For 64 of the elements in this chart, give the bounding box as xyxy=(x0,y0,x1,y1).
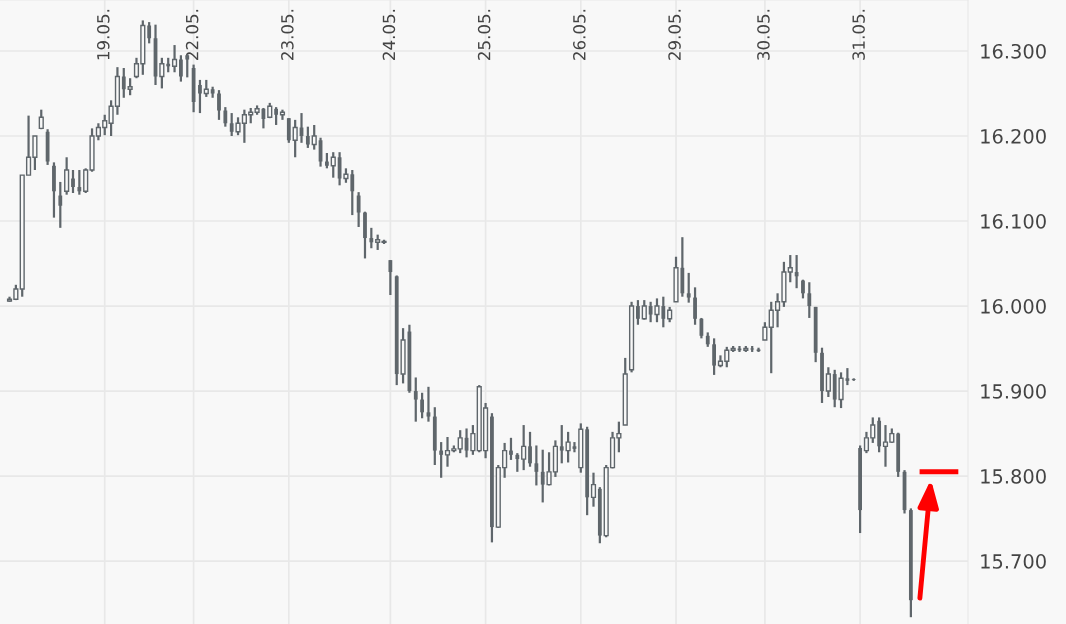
candlestick xyxy=(369,226,374,250)
candlestick xyxy=(457,429,463,455)
candlestick xyxy=(693,286,697,326)
candlestick xyxy=(198,78,202,115)
candlestick xyxy=(77,168,82,196)
candlestick xyxy=(311,123,317,151)
candlestick xyxy=(363,210,367,260)
candlestick xyxy=(439,440,444,479)
candlestick xyxy=(528,430,532,468)
y-tick-label: 16.100 xyxy=(981,213,1046,229)
candlestick xyxy=(636,298,640,326)
candlestick xyxy=(159,56,165,90)
candlestick xyxy=(509,436,513,462)
candlestick xyxy=(590,471,597,508)
y-tick-label: 16.300 xyxy=(981,43,1046,59)
candlestick xyxy=(217,89,221,121)
candlestick xyxy=(470,423,476,456)
candlestick xyxy=(559,423,564,465)
candlestick xyxy=(794,253,799,290)
candlestick xyxy=(534,444,539,487)
candlestick xyxy=(521,423,527,472)
candlestick xyxy=(330,151,336,179)
candlestick xyxy=(515,452,520,473)
y-tick-label: 15.700 xyxy=(981,554,1046,569)
candlestick xyxy=(223,106,228,128)
x-tick-label: 22.05. xyxy=(185,9,199,60)
candlestick xyxy=(71,168,75,195)
x-tick-label: 30.05. xyxy=(757,9,770,60)
candlestick xyxy=(820,346,824,405)
x-tick-label: 31.05. xyxy=(852,9,865,60)
candlestick xyxy=(52,161,56,219)
candlestick xyxy=(641,298,647,321)
candlestick xyxy=(807,281,812,320)
candlestick xyxy=(572,440,577,454)
candlestick xyxy=(712,337,716,377)
x-tick-label: 24.05. xyxy=(382,9,396,60)
y-tick-label: 16.200 xyxy=(981,128,1046,144)
y-tick-label: 15.900 xyxy=(981,384,1046,399)
candlestick xyxy=(420,391,425,420)
candlestick xyxy=(179,54,183,83)
candlestick xyxy=(147,20,152,45)
x-tick-label: 29.05. xyxy=(668,9,681,60)
candlestick xyxy=(686,271,691,304)
candlestick xyxy=(171,43,178,74)
x-tick-label: 26.05. xyxy=(573,9,586,60)
y-tick-label: 15.800 xyxy=(981,469,1046,484)
candlestick xyxy=(413,376,418,423)
candlestick xyxy=(699,316,704,340)
candlestick xyxy=(825,366,831,399)
candlestick xyxy=(801,278,805,300)
candlestick xyxy=(58,180,63,229)
y-tick-label: 16.000 xyxy=(981,299,1046,314)
x-tick-label: 19.05. xyxy=(96,9,110,60)
candlestick xyxy=(64,156,70,196)
candlestick xyxy=(388,259,393,297)
candlestick xyxy=(426,385,431,423)
candlestick xyxy=(565,430,571,464)
candlestick xyxy=(292,118,298,159)
x-tick-label: 23.05. xyxy=(281,9,294,60)
candlestick xyxy=(356,191,361,229)
x-tick-label: 25.05. xyxy=(477,9,491,60)
candlestick xyxy=(121,66,126,99)
candlestick xyxy=(305,125,310,150)
candlestick xyxy=(286,117,291,144)
